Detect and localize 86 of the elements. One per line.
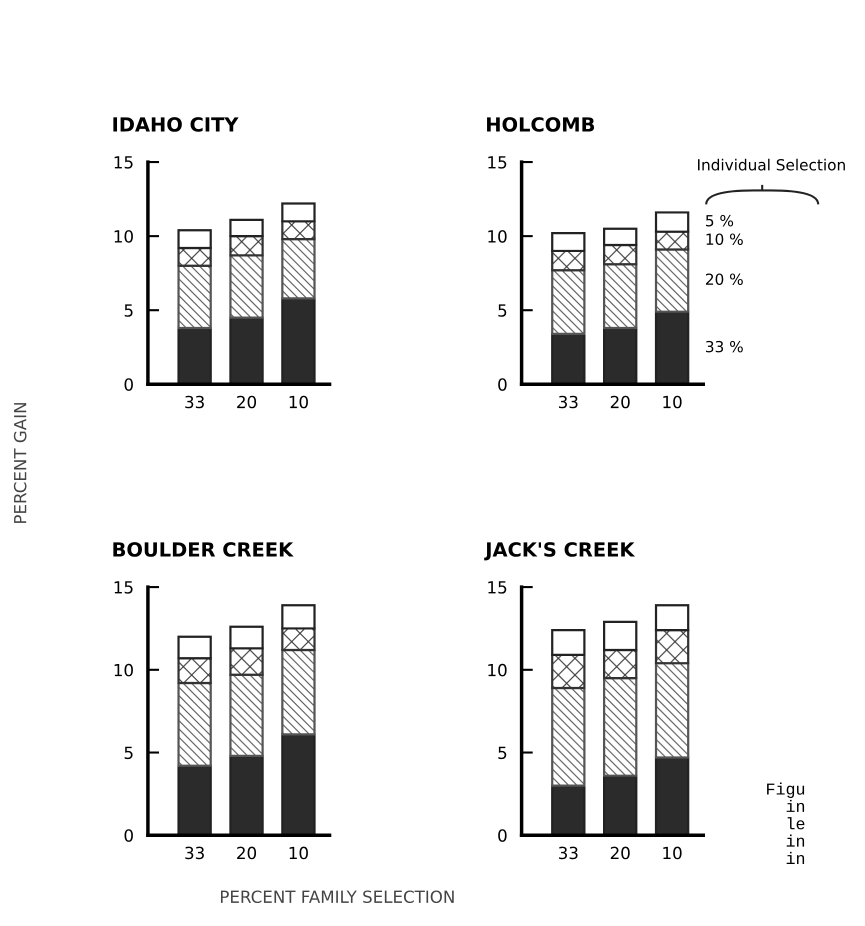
bar — [551, 250, 586, 272]
bar — [177, 682, 212, 767]
y-tick-label: 0 — [124, 829, 133, 842]
legend-title: Individual Selection — [698, 158, 845, 171]
bar — [229, 254, 264, 319]
bar — [551, 628, 586, 656]
y-tick-label: 15 — [114, 581, 133, 594]
x-tick-label: 10 — [290, 846, 308, 860]
bar — [229, 316, 264, 384]
y-axis-title: PERCENT GAIN — [14, 403, 26, 523]
chart-title: IDAHO CITY — [113, 117, 239, 132]
series-label: 5 % — [706, 214, 734, 226]
x-tick-label: 33 — [558, 396, 578, 408]
bar — [177, 764, 212, 836]
bar — [603, 648, 638, 680]
y-tick-label: 0 — [124, 378, 133, 391]
x-axis-title: PERCENT FAMILY SELECTION — [220, 890, 454, 904]
y-tick-label: 15 — [488, 581, 506, 594]
y-tick-label: 5 — [498, 746, 506, 760]
bar — [229, 218, 264, 238]
x-tick-label: 33 — [185, 846, 204, 860]
chart-title: BOULDER CREEK — [113, 542, 294, 557]
bar — [603, 228, 638, 246]
bar — [551, 654, 586, 690]
bar — [603, 326, 638, 384]
bar — [551, 332, 586, 384]
bar — [654, 628, 690, 664]
series-label: 33 % — [706, 340, 743, 352]
bar — [551, 269, 586, 336]
bar — [281, 238, 316, 300]
y-tick-label: 10 — [114, 230, 133, 243]
bar — [281, 297, 316, 384]
y-tick-label: 10 — [488, 664, 507, 676]
x-tick-label: 20 — [610, 396, 630, 408]
bar — [177, 657, 212, 684]
x-tick-label: 20 — [237, 396, 256, 408]
series-label: 10 % — [706, 233, 743, 246]
bar — [229, 235, 264, 256]
bar — [551, 232, 586, 252]
y-tick-label: 10 — [488, 230, 507, 243]
y-tick-label: 10 — [114, 664, 133, 676]
x-tick-label: 10 — [663, 846, 682, 860]
y-tick-label: 5 — [124, 304, 133, 317]
bar — [603, 244, 638, 266]
series-label: 20 % — [706, 273, 743, 286]
bar — [177, 229, 212, 250]
bar — [654, 604, 690, 632]
bar — [229, 754, 264, 836]
y-tick-label: 15 — [488, 156, 506, 169]
bar — [229, 674, 264, 757]
bar — [654, 756, 690, 836]
bar — [551, 686, 586, 787]
bar — [654, 248, 690, 313]
bar — [177, 246, 212, 267]
chart-title: JACK'S CREEK — [484, 542, 636, 560]
bar — [654, 310, 690, 384]
x-tick-label: 33 — [558, 846, 578, 860]
x-tick-label: 10 — [290, 396, 308, 408]
y-tick-label: 5 — [498, 304, 506, 317]
text: Figu in le in in — [767, 782, 804, 864]
bar — [603, 620, 638, 652]
bar — [177, 636, 212, 660]
bar — [603, 774, 638, 836]
bar — [281, 733, 316, 836]
x-tick-label: 20 — [610, 846, 630, 860]
bar — [281, 627, 316, 652]
y-tick-label: 5 — [124, 746, 133, 760]
bar — [551, 784, 586, 836]
chart-title: HOLCOMB — [487, 117, 594, 132]
bar — [229, 647, 264, 676]
bar — [281, 604, 316, 630]
bar — [603, 263, 638, 330]
x-tick-label: 20 — [237, 846, 256, 860]
bar — [177, 326, 212, 384]
bar — [177, 264, 212, 330]
bar — [281, 648, 316, 736]
bar — [654, 662, 690, 759]
bar — [654, 211, 690, 233]
y-tick-label: 0 — [498, 829, 507, 842]
bar — [603, 676, 638, 777]
bar — [281, 202, 316, 222]
bar — [229, 626, 264, 650]
y-tick-label: 15 — [114, 156, 133, 169]
x-tick-label: 10 — [663, 396, 682, 408]
y-tick-label: 0 — [498, 378, 507, 391]
x-tick-label: 33 — [185, 396, 204, 408]
